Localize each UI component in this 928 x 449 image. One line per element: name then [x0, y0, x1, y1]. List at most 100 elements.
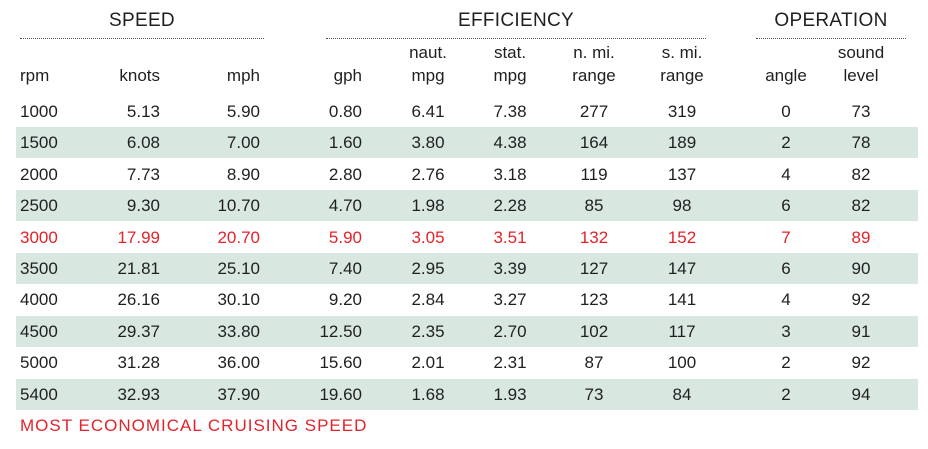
column-header-stat-mpg: mpg — [493, 66, 527, 85]
cell-naut-mpg: 2.35 — [411, 322, 445, 341]
table-row: 4000 26.16 30.10 9.20 2.84 3.27 123 141 4 92 — [16, 284, 918, 315]
cell-knots: 32.93 — [117, 385, 160, 404]
operation-group-rule — [756, 38, 906, 39]
cell-s-mi-range: 100 — [667, 353, 697, 372]
cell-naut-mpg: 1.98 — [411, 196, 445, 215]
cell-mph: 20.70 — [217, 228, 260, 247]
cell-n-mi-range: 73 — [584, 385, 604, 404]
table-row: 3500 21.81 25.10 7.40 2.95 3.39 127 147 6 90 — [16, 253, 918, 284]
column-header-n-mi-range-line1: n. mi. — [573, 43, 615, 62]
cell-sound-level: 92 — [851, 290, 871, 309]
table-row: 4500 29.37 33.80 12.50 2.35 2.70 102 117 3 91 — [16, 316, 918, 347]
cell-stat-mpg: 2.28 — [493, 196, 527, 215]
cell-naut-mpg: 2.01 — [411, 353, 445, 372]
column-header-rpm: rpm — [20, 66, 50, 85]
table-row: 5000 31.28 36.00 15.60 2.01 2.31 87 100 2 92 — [16, 347, 918, 378]
operation-group-title: OPERATION — [774, 10, 888, 31]
cell-naut-mpg: 6.41 — [411, 102, 445, 121]
cell-naut-mpg: 3.80 — [411, 133, 445, 152]
cell-angle: 2 — [781, 385, 791, 404]
cell-knots: 5.13 — [126, 102, 160, 121]
cell-rpm: 4000 — [20, 290, 58, 309]
table-row: 5400 32.93 37.90 19.60 1.68 1.93 73 84 2 94 — [16, 379, 918, 410]
column-header-gph: gph — [333, 66, 362, 85]
cell-gph: 19.60 — [319, 385, 362, 404]
speed-group-rule — [20, 38, 264, 39]
cell-naut-mpg: 2.76 — [411, 165, 445, 184]
cell-naut-mpg: 2.84 — [411, 290, 445, 309]
cell-gph: 5.90 — [328, 228, 362, 247]
cell-mph: 8.90 — [226, 165, 260, 184]
cell-gph: 4.70 — [328, 196, 362, 215]
column-header-knots: knots — [119, 66, 160, 85]
cell-knots: 6.08 — [126, 133, 160, 152]
cell-rpm: 2000 — [20, 165, 58, 184]
cell-gph: 12.50 — [319, 322, 362, 341]
cell-n-mi-range: 164 — [579, 133, 609, 152]
cell-s-mi-range: 98 — [672, 196, 692, 215]
column-header-angle: angle — [765, 66, 807, 85]
cell-s-mi-range: 152 — [667, 228, 697, 247]
cell-sound-level: 89 — [851, 228, 871, 247]
cell-n-mi-range: 102 — [579, 322, 609, 341]
cell-sound-level: 90 — [851, 259, 871, 278]
cell-stat-mpg: 2.31 — [493, 353, 527, 372]
cell-sound-level: 92 — [851, 353, 871, 372]
table-row-highlighted: 3000 17.99 20.70 5.90 3.05 3.51 132 152 7 89 — [16, 222, 918, 253]
cell-sound-level: 82 — [851, 165, 871, 184]
cell-sound-level: 73 — [851, 102, 871, 121]
cell-s-mi-range: 141 — [667, 290, 697, 309]
footnote: MOST ECONOMICAL CRUISING SPEED — [20, 416, 368, 435]
cell-rpm: 5400 — [20, 385, 58, 404]
column-header-naut-mpg: mpg — [411, 66, 445, 85]
column-header-sound-level-line1: sound — [837, 43, 885, 62]
cell-angle: 4 — [781, 290, 791, 309]
cell-angle: 3 — [781, 322, 791, 341]
cell-rpm: 3500 — [20, 259, 58, 278]
cell-stat-mpg: 3.18 — [493, 165, 527, 184]
cell-angle: 2 — [781, 133, 791, 152]
cell-sound-level: 94 — [851, 385, 871, 404]
cell-stat-mpg: 7.38 — [493, 102, 527, 121]
cell-angle: 7 — [781, 228, 791, 247]
column-header-stat-mpg-line1: stat. — [493, 43, 527, 62]
column-header-sound-level: level — [843, 66, 879, 85]
cell-rpm: 3000 — [20, 228, 58, 247]
table-row: 1000 5.13 5.90 0.80 6.41 7.38 277 319 0 73 — [16, 96, 918, 127]
cell-rpm: 4500 — [20, 322, 58, 341]
cell-knots: 7.73 — [126, 165, 160, 184]
cell-stat-mpg: 3.27 — [493, 290, 527, 309]
column-header-naut-mpg-line1: naut. — [409, 43, 447, 62]
cell-rpm: 5000 — [20, 353, 58, 372]
cell-angle: 0 — [781, 102, 791, 121]
cell-n-mi-range: 85 — [584, 196, 604, 215]
cell-n-mi-range: 123 — [579, 290, 609, 309]
cell-knots: 21.81 — [117, 259, 160, 278]
cell-gph: 0.80 — [328, 102, 362, 121]
cell-n-mi-range: 132 — [579, 228, 609, 247]
cell-s-mi-range: 319 — [667, 102, 697, 121]
cell-knots: 26.16 — [117, 290, 160, 309]
cell-stat-mpg: 3.39 — [493, 259, 527, 278]
column-header-s-mi-range: range — [660, 66, 704, 85]
cell-mph: 30.10 — [217, 290, 260, 309]
cell-knots: 17.99 — [117, 228, 160, 247]
cell-knots: 9.30 — [126, 196, 160, 215]
cell-angle: 6 — [781, 259, 791, 278]
cell-mph: 33.80 — [217, 322, 260, 341]
cell-gph: 9.20 — [328, 290, 362, 309]
table-row: 1500 6.08 7.00 1.60 3.80 4.38 164 189 2 78 — [16, 127, 918, 158]
efficiency-group-rule — [326, 38, 706, 39]
cell-angle: 6 — [781, 196, 791, 215]
table-row: 2500 9.30 10.70 4.70 1.98 2.28 85 98 6 82 — [16, 190, 918, 221]
cell-naut-mpg: 2.95 — [411, 259, 445, 278]
table-row: 2000 7.73 8.90 2.80 2.76 3.18 119 137 4 82 — [16, 159, 918, 190]
cell-mph: 7.00 — [226, 133, 260, 152]
cell-n-mi-range: 87 — [584, 353, 604, 372]
speed-group-title: SPEED — [109, 10, 175, 31]
column-header-s-mi-range-line1: s. mi. — [661, 43, 703, 62]
cell-stat-mpg: 1.93 — [493, 385, 527, 404]
cell-mph: 25.10 — [217, 259, 260, 278]
efficiency-group-title: EFFICIENCY — [458, 10, 574, 31]
cell-mph: 36.00 — [217, 353, 260, 372]
